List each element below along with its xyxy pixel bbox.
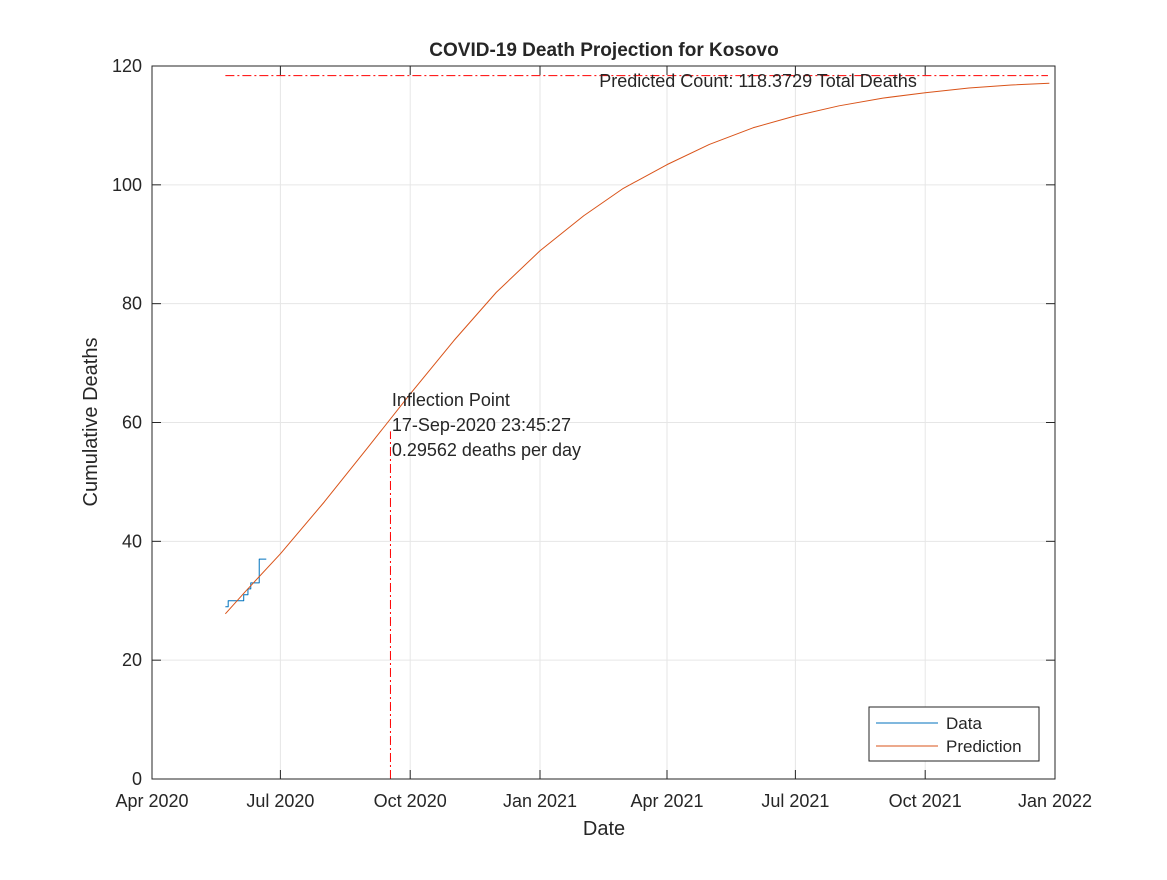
legend-box xyxy=(868,706,1040,762)
x-tick-label: Apr 2021 xyxy=(630,791,703,811)
x-tick-label: Oct 2020 xyxy=(374,791,447,811)
x-tick-label: Jul 2020 xyxy=(246,791,314,811)
inflection-point-text: 17-Sep-2020 23:45:27 xyxy=(392,415,571,435)
y-tick-label: 0 xyxy=(132,769,142,789)
y-tick-label: 100 xyxy=(112,175,142,195)
y-tick-label: 20 xyxy=(122,650,142,670)
x-tick-label: Oct 2021 xyxy=(889,791,962,811)
x-tick-label: Apr 2020 xyxy=(115,791,188,811)
series-prediction-line xyxy=(224,82,1050,615)
ticks: Apr 2020 Jul 2020 Oct 2020 Jan 2021 Apr 2021… xyxy=(112,56,1092,811)
y-tick-label: 40 xyxy=(122,531,142,551)
x-tick-label: Jan 2022 xyxy=(1018,791,1092,811)
inflection-point-text: 0.29562 deaths per day xyxy=(392,440,581,460)
predicted-count-text: Predicted Count: 118.3729 Total Deaths xyxy=(599,71,917,91)
series xyxy=(224,82,1050,615)
legend-prediction-label: Prediction xyxy=(946,737,1022,756)
y-tick-label: 120 xyxy=(112,56,142,76)
x-axis-label: Date xyxy=(583,818,625,840)
inflection-point-text: Inflection Point xyxy=(392,390,510,410)
reference-lines xyxy=(225,75,1048,779)
legend: Data Prediction xyxy=(868,706,1040,762)
annotations: Predicted Count: 118.3729 Total Deaths In… xyxy=(392,71,917,460)
y-tick-label: 60 xyxy=(122,413,142,433)
x-tick-label: Jul 2021 xyxy=(761,791,829,811)
series-data-line xyxy=(225,558,267,608)
chart-title: COVID-19 Death Projection for Kosovo xyxy=(429,40,778,61)
y-tick-label: 80 xyxy=(122,294,142,314)
x-tick-label: Jan 2021 xyxy=(503,791,577,811)
legend-data-label: Data xyxy=(946,714,982,733)
y-axis-label: Cumulative Deaths xyxy=(80,338,102,507)
